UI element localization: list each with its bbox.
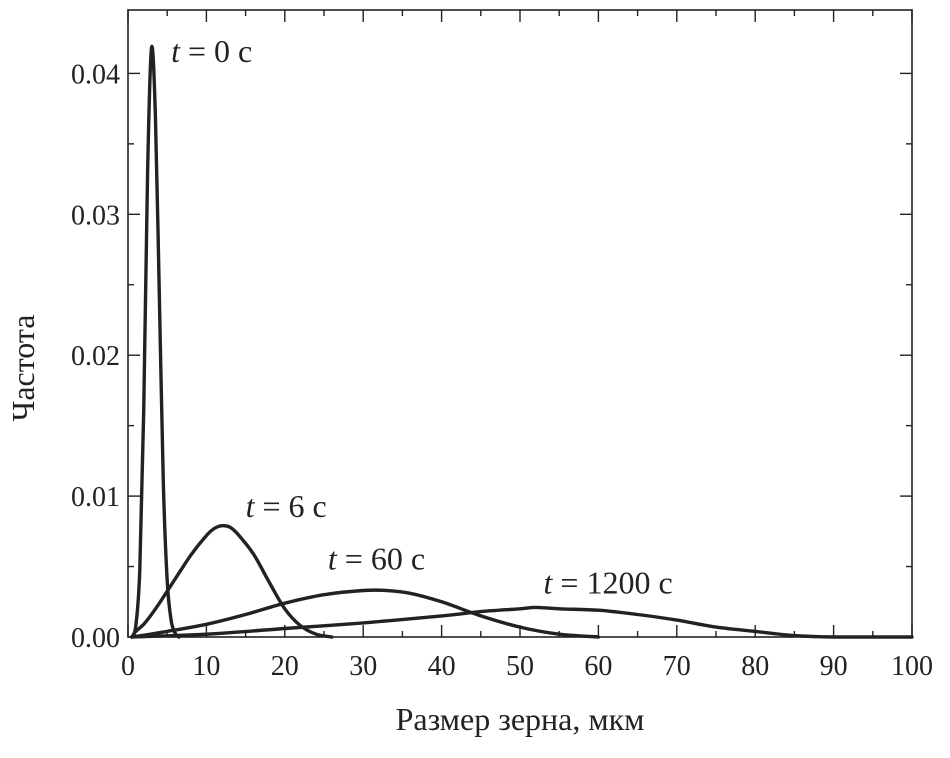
x-axis-label: Размер зерна, мкм [396, 701, 645, 737]
annotation-var: t [171, 33, 181, 69]
x-tick-label: 0 [121, 651, 135, 682]
series-annotation-1: t = 6 с [246, 488, 327, 524]
series-curves [130, 44, 914, 639]
series-line-3 [130, 605, 914, 639]
y-tick-label: 0.01 [71, 482, 120, 513]
annotation-var: t [246, 488, 256, 524]
series-annotation-0: t = 0 с [171, 33, 252, 69]
x-tick-label: 80 [741, 651, 769, 682]
x-tick-label: 70 [663, 651, 691, 682]
y-tick-label: 0.04 [71, 59, 120, 90]
x-tick-label: 10 [192, 651, 220, 682]
series-annotation-3: t = 1200 с [544, 564, 673, 600]
series-line-2 [130, 588, 601, 639]
x-tick-label: 60 [584, 651, 612, 682]
y-tick-label: 0.02 [71, 341, 120, 372]
x-tick-label: 30 [349, 651, 377, 682]
series-line-0 [130, 44, 181, 639]
series-line-1 [130, 523, 334, 639]
y-tick-label: 0.00 [71, 623, 120, 654]
x-tick-label: 20 [271, 651, 299, 682]
annotation-var: t [544, 564, 554, 600]
y-tick-label: 0.03 [71, 200, 120, 231]
x-tick-label: 40 [428, 651, 456, 682]
x-tick-label: 90 [820, 651, 848, 682]
y-axis-ticks: 0.00 0.01 0.02 0.03 0.04 [71, 59, 912, 654]
annotation-text: = 0 с [180, 33, 252, 69]
x-tick-label: 100 [891, 651, 933, 682]
annotation-text: = 60 с [337, 540, 425, 576]
series-annotation-2: t = 60 с [328, 540, 425, 576]
annotation-text: = 1200 с [552, 564, 672, 600]
series-annotations: t = 0 сt = 6 сt = 60 сt = 1200 с [171, 33, 673, 600]
annotation-var: t [328, 540, 338, 576]
y-axis-label: Частота [5, 315, 41, 422]
annotation-text: = 6 с [254, 488, 326, 524]
x-tick-label: 50 [506, 651, 534, 682]
x-axis-ticks: 0 10 20 30 40 50 60 70 80 90 100 [121, 10, 933, 682]
